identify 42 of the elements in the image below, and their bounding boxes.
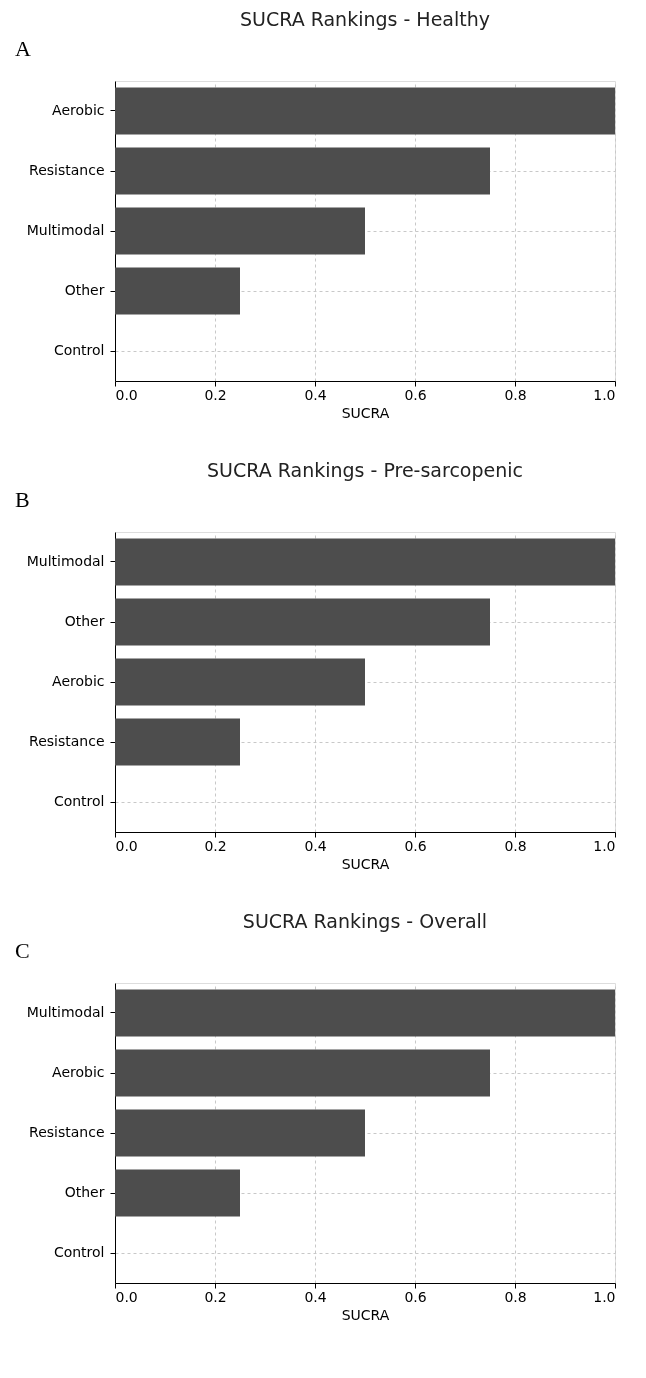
- y-tick-label: Other: [64, 1184, 105, 1200]
- x-tick-label: 0.4: [304, 837, 327, 854]
- text: B: [15, 487, 30, 512]
- x-tick-label: 0.0: [115, 386, 138, 403]
- x-tick-label: 0.4: [304, 1288, 327, 1305]
- chart-title: SUCRA Rankings - Pre-sarcopenic: [207, 459, 523, 481]
- text: C: [15, 938, 30, 963]
- x-axis-title: SUCRA: [341, 1306, 390, 1323]
- x-tick-label: 1.0: [593, 386, 616, 403]
- y-tick-label: Aerobic: [52, 102, 105, 118]
- x-tick-label: 0.6: [404, 1288, 427, 1305]
- x-tick-label: 0.2: [204, 837, 227, 854]
- x-tick-label: 1.0: [593, 1288, 616, 1305]
- y-tick-label: Multimodal: [26, 553, 105, 569]
- x-axis-title: SUCRA: [341, 404, 390, 421]
- y-tick-label: Aerobic: [52, 673, 105, 689]
- y-tick-label: Resistance: [29, 1124, 105, 1140]
- y-tick-label: Resistance: [29, 162, 105, 178]
- y-tick-label: Control: [53, 793, 105, 809]
- y-tick-label: Multimodal: [26, 222, 105, 238]
- x-tick-label: 0.8: [504, 837, 527, 854]
- x-tick-label: 0.6: [404, 386, 427, 403]
- y-tick-label: Other: [64, 282, 105, 298]
- x-tick-label: 0.8: [504, 1288, 527, 1305]
- y-tick-label: Multimodal: [26, 1004, 105, 1020]
- chart-title: SUCRA Rankings - Overall: [242, 910, 488, 932]
- text: A: [15, 36, 31, 61]
- x-tick-label: 1.0: [593, 837, 616, 854]
- x-axis-title: SUCRA: [341, 855, 390, 872]
- y-tick-label: Aerobic: [52, 1064, 105, 1080]
- chart-title: SUCRA Rankings - Healthy: [239, 8, 491, 30]
- x-tick-label: 0.6: [404, 837, 427, 854]
- x-tick-label: 0.2: [204, 386, 227, 403]
- x-tick-label: 0.0: [115, 1288, 138, 1305]
- x-tick-label: 0.8: [504, 386, 527, 403]
- y-tick-label: Control: [53, 342, 105, 358]
- x-tick-label: 0.0: [115, 837, 138, 854]
- x-tick-label: 0.4: [304, 386, 327, 403]
- x-tick-label: 0.2: [204, 1288, 227, 1305]
- y-tick-label: Control: [53, 1244, 105, 1260]
- y-tick-label: Other: [64, 613, 105, 629]
- y-tick-label: Resistance: [29, 733, 105, 749]
